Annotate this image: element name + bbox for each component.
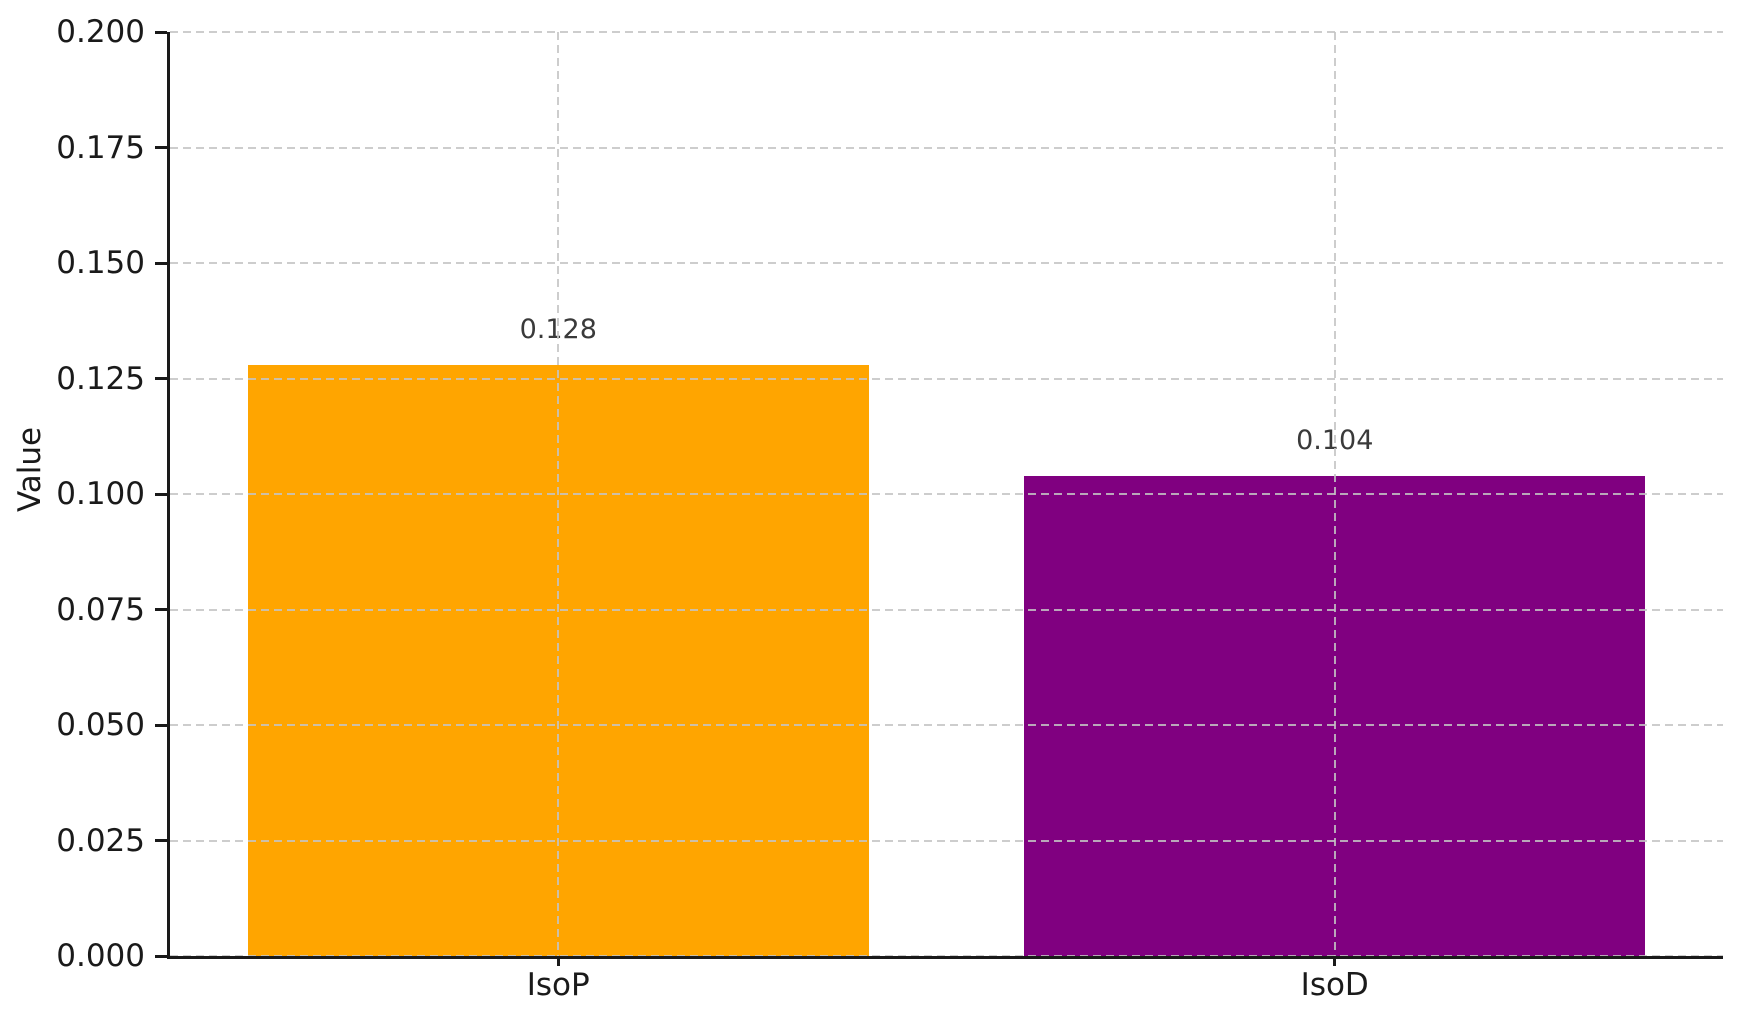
y-tick-label: 0.050 [56,707,145,743]
x-tick-label: IsoP [526,967,590,1003]
bar-value-label: 0.128 [519,313,597,345]
x-tick-label: IsoD [1300,967,1369,1003]
x-axis-line [167,956,1723,959]
y-tick-label: 0.025 [56,822,145,859]
bar-value-label: 0.104 [1296,424,1374,456]
y-tick-mark [155,261,167,265]
y-tick-label: 0.125 [56,360,145,397]
y-tick-mark [155,30,167,34]
y-tick-label: 0.000 [56,938,145,974]
y-tick-mark [155,954,167,958]
bar-isod [1024,475,1646,956]
y-tick-mark [155,723,167,727]
y-tick-label: 0.150 [56,245,145,281]
x-tick-mark [1333,956,1337,966]
y-tick-label: 0.175 [56,129,145,166]
bar-isop [247,364,869,956]
y-tick-label: 0.100 [56,476,145,512]
y-axis-line [167,32,170,956]
y-tick-label: 0.075 [56,591,145,628]
y-tick-mark [155,146,167,149]
x-tick-mark [556,956,560,966]
bars-layer: 0.128 0.104 [170,32,1723,956]
y-tick-mark [155,608,167,611]
y-tick-mark [155,377,167,380]
plot-area: 0.128 0.104 [167,31,1723,959]
y-tick-label: 0.200 [56,14,145,50]
y-tick-mark [155,839,167,842]
y-tick-mark [155,492,167,496]
